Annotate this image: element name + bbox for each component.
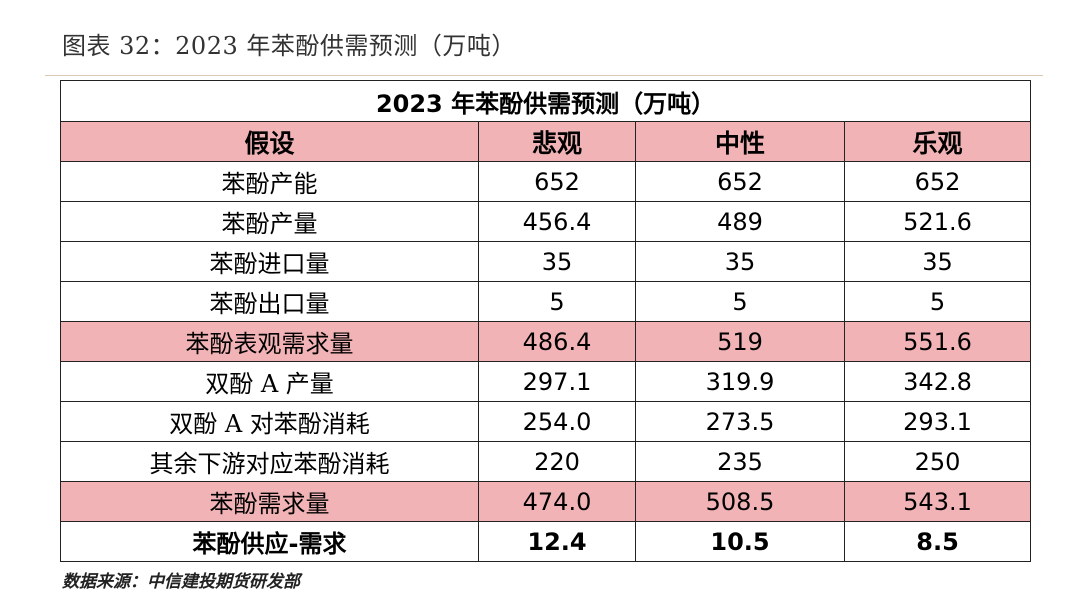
- cell-optimistic: 5: [843, 281, 1032, 322]
- cell-neutral: 519: [635, 321, 845, 362]
- forecast-table: 2023 年苯酚供需预测（万吨） 假设 悲观 中性 乐观 苯酚产能 652 65…: [59, 80, 1032, 562]
- cell-neutral: 489: [635, 201, 845, 242]
- cell-neutral: 5: [635, 281, 845, 322]
- table-row: 苯酚出口量 5 5 5: [60, 281, 1032, 322]
- cell-pessimistic: 652: [478, 161, 636, 202]
- table-row: 苯酚产能 652 652 652: [60, 161, 1032, 202]
- cell-neutral: 319.9: [635, 361, 845, 402]
- cell-pessimistic: 474.0: [478, 481, 636, 522]
- cell-neutral: 10.5: [635, 521, 845, 562]
- row-label: 苯酚表观需求量: [60, 321, 479, 362]
- table-row: 双酚 A 产量 297.1 319.9 342.8: [60, 361, 1032, 402]
- header-pessimistic: 悲观: [478, 121, 636, 162]
- cell-neutral: 273.5: [635, 401, 845, 442]
- cell-neutral: 235: [635, 441, 845, 482]
- cell-optimistic: 250: [843, 441, 1032, 482]
- cell-pessimistic: 35: [478, 241, 636, 282]
- cell-optimistic: 293.1: [843, 401, 1032, 442]
- cell-neutral: 652: [635, 161, 845, 202]
- row-label: 苯酚需求量: [60, 481, 479, 522]
- table-title-row: 2023 年苯酚供需预测（万吨）: [59, 80, 1032, 122]
- table-row: 苯酚进口量 35 35 35: [60, 241, 1032, 282]
- cell-neutral: 508.5: [635, 481, 845, 522]
- caption-divider: [45, 75, 1043, 76]
- cell-optimistic: 8.5: [843, 521, 1032, 562]
- row-label: 双酚 A 对苯酚消耗: [60, 401, 479, 442]
- row-label: 苯酚进口量: [60, 241, 479, 282]
- cell-optimistic: 342.8: [843, 361, 1032, 402]
- row-label: 苯酚供应-需求: [60, 521, 479, 562]
- table-row-highlighted: 苯酚表观需求量 486.4 519 551.6: [60, 321, 1032, 362]
- table-header-row: 假设 悲观 中性 乐观: [60, 121, 1032, 162]
- header-optimistic: 乐观: [843, 121, 1032, 162]
- cell-pessimistic: 220: [478, 441, 636, 482]
- table-row: 苯酚产量 456.4 489 521.6: [60, 201, 1032, 242]
- cell-pessimistic: 297.1: [478, 361, 636, 402]
- cell-optimistic: 652: [843, 161, 1032, 202]
- header-assumption: 假设: [60, 121, 479, 162]
- cell-optimistic: 551.6: [843, 321, 1032, 362]
- cell-optimistic: 543.1: [843, 481, 1032, 522]
- cell-optimistic: 35: [843, 241, 1032, 282]
- table-row-highlighted: 苯酚需求量 474.0 508.5 543.1: [60, 481, 1032, 522]
- cell-neutral: 35: [635, 241, 845, 282]
- row-label: 苯酚出口量: [60, 281, 479, 322]
- row-label: 苯酚产量: [60, 201, 479, 242]
- cell-pessimistic: 486.4: [478, 321, 636, 362]
- row-label: 苯酚产能: [60, 161, 479, 202]
- table-row: 双酚 A 对苯酚消耗 254.0 273.5 293.1: [60, 401, 1032, 442]
- header-neutral: 中性: [635, 121, 845, 162]
- cell-pessimistic: 12.4: [478, 521, 636, 562]
- cell-pessimistic: 254.0: [478, 401, 636, 442]
- table-row: 其余下游对应苯酚消耗 220 235 250: [60, 441, 1032, 482]
- row-label: 其余下游对应苯酚消耗: [60, 441, 479, 482]
- cell-pessimistic: 456.4: [478, 201, 636, 242]
- row-label: 双酚 A 产量: [60, 361, 479, 402]
- table-row-total: 苯酚供应-需求 12.4 10.5 8.5: [60, 521, 1032, 562]
- cell-optimistic: 521.6: [843, 201, 1032, 242]
- table-title: 2023 年苯酚供需预测（万吨）: [59, 80, 1032, 122]
- source-note: 数据来源：中信建投期货研发部: [62, 572, 300, 592]
- figure-caption: 图表 32：2023 年苯酚供需预测（万吨）: [62, 32, 516, 60]
- cell-pessimistic: 5: [478, 281, 636, 322]
